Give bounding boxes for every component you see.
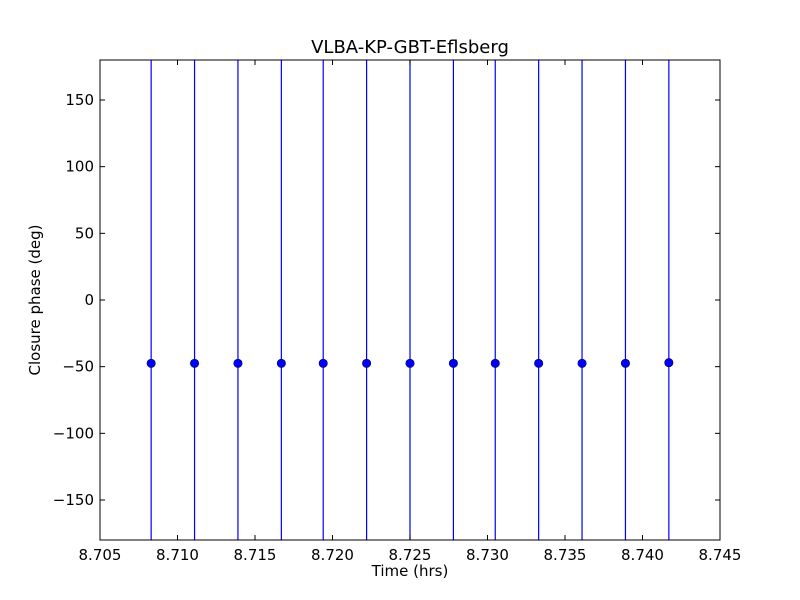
chart-title: VLBA-KP-GBT-Eflsberg: [311, 37, 509, 58]
y-tick-label: 0: [84, 291, 94, 309]
data-point: [190, 358, 200, 368]
y-tick-label: −150: [53, 491, 94, 509]
data-point: [534, 358, 544, 368]
error-bars: [150, 60, 670, 540]
data-point: [664, 358, 674, 368]
x-axis-label: Time (hrs): [371, 562, 449, 580]
data-point: [233, 358, 243, 368]
data-point: [490, 358, 500, 368]
x-tick-label: 8.705: [79, 546, 122, 564]
data-point: [318, 358, 328, 368]
data-point: [146, 358, 156, 368]
x-tick-label: 8.715: [234, 546, 277, 564]
y-tick-label: 100: [65, 158, 94, 176]
y-axis-label: Closure phase (deg): [26, 225, 44, 376]
y-tick-label: 50: [75, 224, 94, 242]
x-tick-label: 8.745: [699, 546, 742, 564]
x-tick-label: 8.730: [466, 546, 509, 564]
y-axis-ticks: −150 −100 −50 0 50 100 150: [53, 91, 720, 509]
x-tick-label: 8.710: [156, 546, 199, 564]
x-tick-label: 8.735: [544, 546, 587, 564]
x-tick-label: 8.725: [389, 546, 432, 564]
y-tick-label: −100: [53, 424, 94, 442]
data-point: [448, 358, 458, 368]
data-points: [146, 358, 674, 368]
x-axis-ticks: 8.705 8.710 8.715 8.720 8.725 8.730 8.735 8.740…: [79, 60, 742, 564]
data-point: [577, 358, 587, 368]
y-tick-label: −50: [62, 358, 94, 376]
data-point: [362, 358, 372, 368]
data-point: [276, 358, 286, 368]
data-point: [620, 358, 630, 368]
data-point: [405, 358, 415, 368]
x-tick-label: 8.720: [311, 546, 354, 564]
y-tick-label: 150: [65, 91, 94, 109]
x-tick-label: 8.740: [621, 546, 664, 564]
